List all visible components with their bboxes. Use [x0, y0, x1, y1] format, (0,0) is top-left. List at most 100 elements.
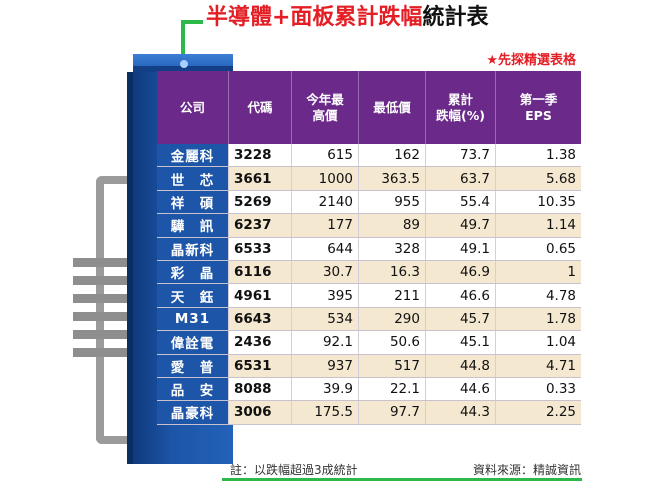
cell-code: 3661 — [229, 167, 292, 190]
cell-company: 祥 碩 — [157, 190, 229, 214]
cell-low: 211 — [359, 284, 426, 307]
chip-body-side — [127, 72, 133, 464]
circuit-wire — [181, 20, 203, 24]
circuit-wire — [181, 20, 185, 58]
cell-company: 驊 訊 — [157, 214, 229, 237]
cell-eps: 10.35 — [537, 193, 576, 210]
header-code: 代碼 — [229, 71, 292, 144]
table-body: 金麗科 3228 615 162 73.7 1.38 世 芯 3661 1000 363.5 63.… — [157, 144, 581, 425]
cell-company: 晶豪科 — [157, 401, 229, 424]
cell-drop: 46.6 — [426, 284, 496, 307]
cell-company: 愛 普 — [157, 354, 229, 377]
cell-low: 22.1 — [359, 377, 426, 401]
header-drop: 累計 跌幅(%) — [426, 71, 496, 144]
cell-drop: 49.1 — [426, 237, 496, 260]
cell-code: 6643 — [229, 307, 292, 331]
cell-code: 6116 — [229, 260, 292, 284]
chip-lead — [73, 294, 129, 303]
cell-year-high: 1000 — [292, 167, 359, 190]
data-table: 公司 代碼 今年最 高價 最低價 累計 跌幅(%) 第一季 EPS 金麗科 322… — [157, 71, 581, 425]
cell-year-high: 644 — [292, 237, 359, 260]
header-year-high: 今年最 高價 — [292, 71, 359, 144]
cell-low: 955 — [359, 190, 426, 214]
cell-low: 97.7 — [359, 401, 426, 424]
cell-company: 品 安 — [157, 377, 229, 401]
chip-lead — [73, 330, 129, 339]
cell-eps: 0.33 — [545, 381, 576, 398]
cell-drop: 44.3 — [426, 401, 496, 424]
cell-drop: 49.7 — [426, 214, 496, 237]
table-row: 品 安 8088 39.9 22.1 44.6 0.33 — [157, 377, 581, 402]
cell-drop: 63.7 — [426, 167, 496, 190]
cell-year-high: 92.1 — [292, 331, 359, 354]
table-row: 天 鈺 4961 395 211 46.6 4.78 — [157, 284, 581, 308]
circuit-wire — [222, 478, 582, 481]
chip-lead — [73, 276, 129, 285]
cell-eps: 4.71 — [545, 357, 576, 374]
cell-company: M31 — [157, 307, 229, 331]
cell-eps: 1.14 — [545, 217, 576, 234]
cell-company: 天 鈺 — [157, 284, 229, 307]
cell-code: 2436 — [229, 331, 292, 354]
cell-eps: 0.65 — [545, 240, 576, 257]
page-title: 半導體+面板累計跌幅統計表 — [206, 4, 488, 32]
table-row: M31 6643 534 290 45.7 1.78 — [157, 307, 581, 332]
cell-low: 89 — [359, 214, 426, 237]
cell-year-high: 615 — [292, 144, 359, 167]
cell-year-high: 175.5 — [292, 401, 359, 424]
cell-code: 3228 — [229, 144, 292, 167]
cell-code: 5269 — [229, 190, 292, 214]
table-row: 偉詮電 2436 92.1 50.6 45.1 1.04 — [157, 331, 581, 355]
cell-code: 8088 — [229, 377, 292, 401]
chip-pin-icon — [180, 60, 188, 68]
cell-eps: 1.78 — [545, 310, 576, 327]
cell-year-high: 177 — [292, 214, 359, 237]
cell-low: 290 — [359, 307, 426, 331]
source-tag: ★先探精選表格 — [486, 53, 576, 68]
cell-code: 6531 — [229, 354, 292, 377]
cell-year-high: 937 — [292, 354, 359, 377]
cell-company: 金麗科 — [157, 144, 229, 167]
cell-low: 16.3 — [359, 260, 426, 284]
cell-eps: 1.04 — [545, 334, 576, 351]
chip-lead — [73, 258, 129, 267]
cell-drop: 73.7 — [426, 144, 496, 167]
cell-code: 4961 — [229, 284, 292, 307]
cell-low: 162 — [359, 144, 426, 167]
cell-year-high: 395 — [292, 284, 359, 307]
title-suffix: 統計表 — [422, 5, 489, 30]
cell-low: 363.5 — [359, 167, 426, 190]
chip-lead — [73, 312, 129, 321]
table-footer: 註：以跌幅超過3成統計 資料來源：精誠資訊 — [230, 459, 581, 479]
cell-eps: 5.68 — [545, 170, 576, 187]
table-row: 金麗科 3228 615 162 73.7 1.38 — [157, 144, 581, 168]
table-row: 祥 碩 5269 2140 955 55.4 10.35 — [157, 190, 581, 215]
title-highlight: 半導體+面板累計跌幅 — [206, 5, 423, 30]
table-row: 晶豪科 3006 175.5 97.7 44.3 2.25 — [157, 401, 581, 425]
cell-code: 6237 — [229, 214, 292, 237]
cell-company: 晶新科 — [157, 237, 229, 260]
cell-company: 偉詮電 — [157, 331, 229, 354]
table-row: 愛 普 6531 937 517 44.8 4.71 — [157, 354, 581, 378]
cell-year-high: 39.9 — [292, 377, 359, 401]
table-row: 彩 晶 6116 30.7 16.3 46.9 1 — [157, 260, 581, 285]
cell-drop: 45.7 — [426, 307, 496, 331]
cell-code: 6533 — [229, 237, 292, 260]
header-low: 最低價 — [359, 71, 426, 144]
chip-lead — [73, 348, 129, 357]
cell-company: 世 芯 — [157, 167, 229, 190]
header-eps: 第一季 EPS — [519, 91, 558, 123]
header-company: 公司 — [157, 71, 229, 144]
table-row: 晶新科 6533 644 328 49.1 0.65 — [157, 237, 581, 261]
cell-drop: 45.1 — [426, 331, 496, 354]
table-row: 世 芯 3661 1000 363.5 63.7 5.68 — [157, 167, 581, 191]
cell-code: 3006 — [229, 401, 292, 424]
footnote: 註：以跌幅超過3成統計 — [230, 462, 358, 477]
cell-year-high: 2140 — [292, 190, 359, 214]
table-header: 公司 代碼 今年最 高價 最低價 累計 跌幅(%) 第一季 EPS — [157, 71, 581, 144]
cell-low: 328 — [359, 237, 426, 260]
cell-year-high: 534 — [292, 307, 359, 331]
cell-year-high: 30.7 — [292, 260, 359, 284]
cell-low: 517 — [359, 354, 426, 377]
